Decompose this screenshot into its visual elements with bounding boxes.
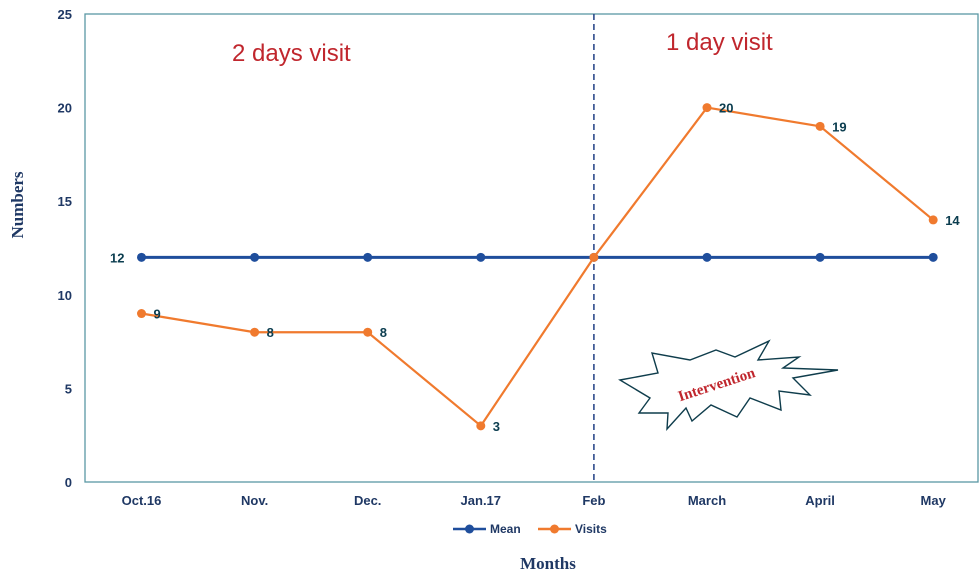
y-tick-label: 25 bbox=[58, 7, 72, 22]
data-point-visits bbox=[815, 121, 825, 131]
data-point-visits bbox=[363, 327, 373, 337]
right-phase-annotation: 1 day visit bbox=[666, 29, 773, 56]
intervention-burst bbox=[618, 339, 839, 431]
x-tick-label: Oct.16 bbox=[122, 493, 162, 508]
series-line-visits bbox=[141, 106, 934, 427]
data-point-mean bbox=[815, 252, 825, 262]
data-point-mean bbox=[137, 252, 146, 262]
y-tick-label: 20 bbox=[58, 101, 72, 116]
data-point-mean bbox=[363, 252, 373, 262]
x-tick-label: March bbox=[688, 493, 726, 508]
data-label-visits: 19 bbox=[832, 119, 846, 134]
data-point-visits bbox=[589, 252, 599, 262]
x-tick-label: Nov. bbox=[241, 493, 268, 508]
legend-marker-mean bbox=[465, 524, 474, 534]
left-phase-annotation: 2 days visit bbox=[232, 40, 351, 67]
x-tick-label: May bbox=[921, 493, 947, 508]
y-axis-title: Numbers bbox=[8, 171, 27, 238]
data-label-visits: 20 bbox=[719, 101, 733, 116]
legend-marker-visits bbox=[550, 524, 559, 534]
x-axis-title: Months bbox=[520, 554, 576, 573]
x-tick-label: Feb bbox=[582, 493, 605, 508]
data-point-visits bbox=[250, 327, 260, 337]
data-point-mean bbox=[928, 252, 938, 262]
data-point-visits bbox=[137, 309, 146, 319]
y-tick-label: 10 bbox=[58, 288, 72, 303]
data-label-visits: 8 bbox=[380, 325, 387, 340]
data-label-visits: 9 bbox=[154, 307, 161, 322]
data-point-mean bbox=[250, 252, 260, 262]
data-label-visits: 8 bbox=[267, 325, 274, 340]
y-tick-label: 5 bbox=[65, 381, 72, 396]
legend: Mean Visits bbox=[453, 522, 607, 536]
data-point-mean bbox=[476, 252, 486, 262]
y-tick-label: 15 bbox=[58, 194, 72, 209]
x-tick-label: Dec. bbox=[354, 493, 381, 508]
x-tick-label: Jan.17 bbox=[461, 493, 501, 508]
data-label-visits: 3 bbox=[493, 419, 500, 434]
data-point-mean bbox=[702, 252, 712, 262]
plot-frame bbox=[84, 13, 979, 483]
legend-label-mean: Mean bbox=[490, 522, 521, 536]
y-tick-label: 0 bbox=[65, 475, 72, 490]
legend-label-visits: Visits bbox=[575, 522, 607, 536]
data-label-mean: 12 bbox=[110, 250, 124, 265]
data-point-visits bbox=[476, 421, 486, 431]
data-label-visits: 14 bbox=[945, 213, 960, 228]
x-tick-label: April bbox=[805, 493, 835, 508]
data-point-visits bbox=[702, 103, 712, 113]
data-point-visits bbox=[928, 215, 938, 225]
